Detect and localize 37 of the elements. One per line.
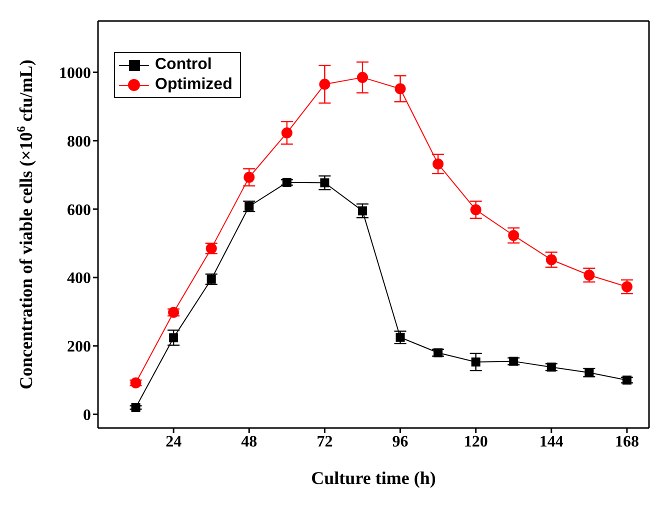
- point: [394, 83, 406, 94]
- point: [434, 348, 443, 358]
- legend-label: Optimized: [155, 75, 232, 95]
- y-tick-label: 400: [67, 270, 91, 288]
- y-tick-label: 800: [67, 133, 91, 150]
- point: [470, 204, 482, 216]
- point: [509, 356, 518, 366]
- point: [622, 376, 632, 385]
- point: [432, 158, 444, 170]
- y-tick-label: 200: [67, 338, 91, 356]
- point: [282, 178, 292, 187]
- y-tick-label: 1000: [59, 64, 91, 82]
- x-tick-label: 48: [241, 433, 258, 450]
- x-axis-title: Culture time (h): [311, 468, 436, 488]
- point: [169, 333, 178, 342]
- point: [320, 178, 330, 188]
- point: [319, 78, 330, 90]
- x-tick-label: 168: [614, 433, 639, 450]
- point: [358, 206, 367, 216]
- x-tick-label: 24: [166, 433, 182, 450]
- point: [281, 127, 292, 138]
- point: [546, 362, 556, 372]
- point: [396, 332, 405, 342]
- x-tick-label: 96: [392, 433, 408, 450]
- point: [130, 377, 142, 388]
- x-tick-label: 120: [464, 433, 488, 450]
- point: [471, 357, 480, 366]
- legend-label: Control: [155, 55, 212, 75]
- point: [356, 72, 368, 83]
- y-tick-label: 0: [83, 407, 91, 424]
- point: [131, 402, 140, 412]
- x-tick-label: 144: [539, 433, 564, 450]
- y-tick-label: 600: [67, 202, 91, 219]
- x-tick-label: 72: [316, 433, 333, 450]
- point: [546, 254, 557, 266]
- point: [508, 230, 520, 241]
- point: [244, 172, 255, 183]
